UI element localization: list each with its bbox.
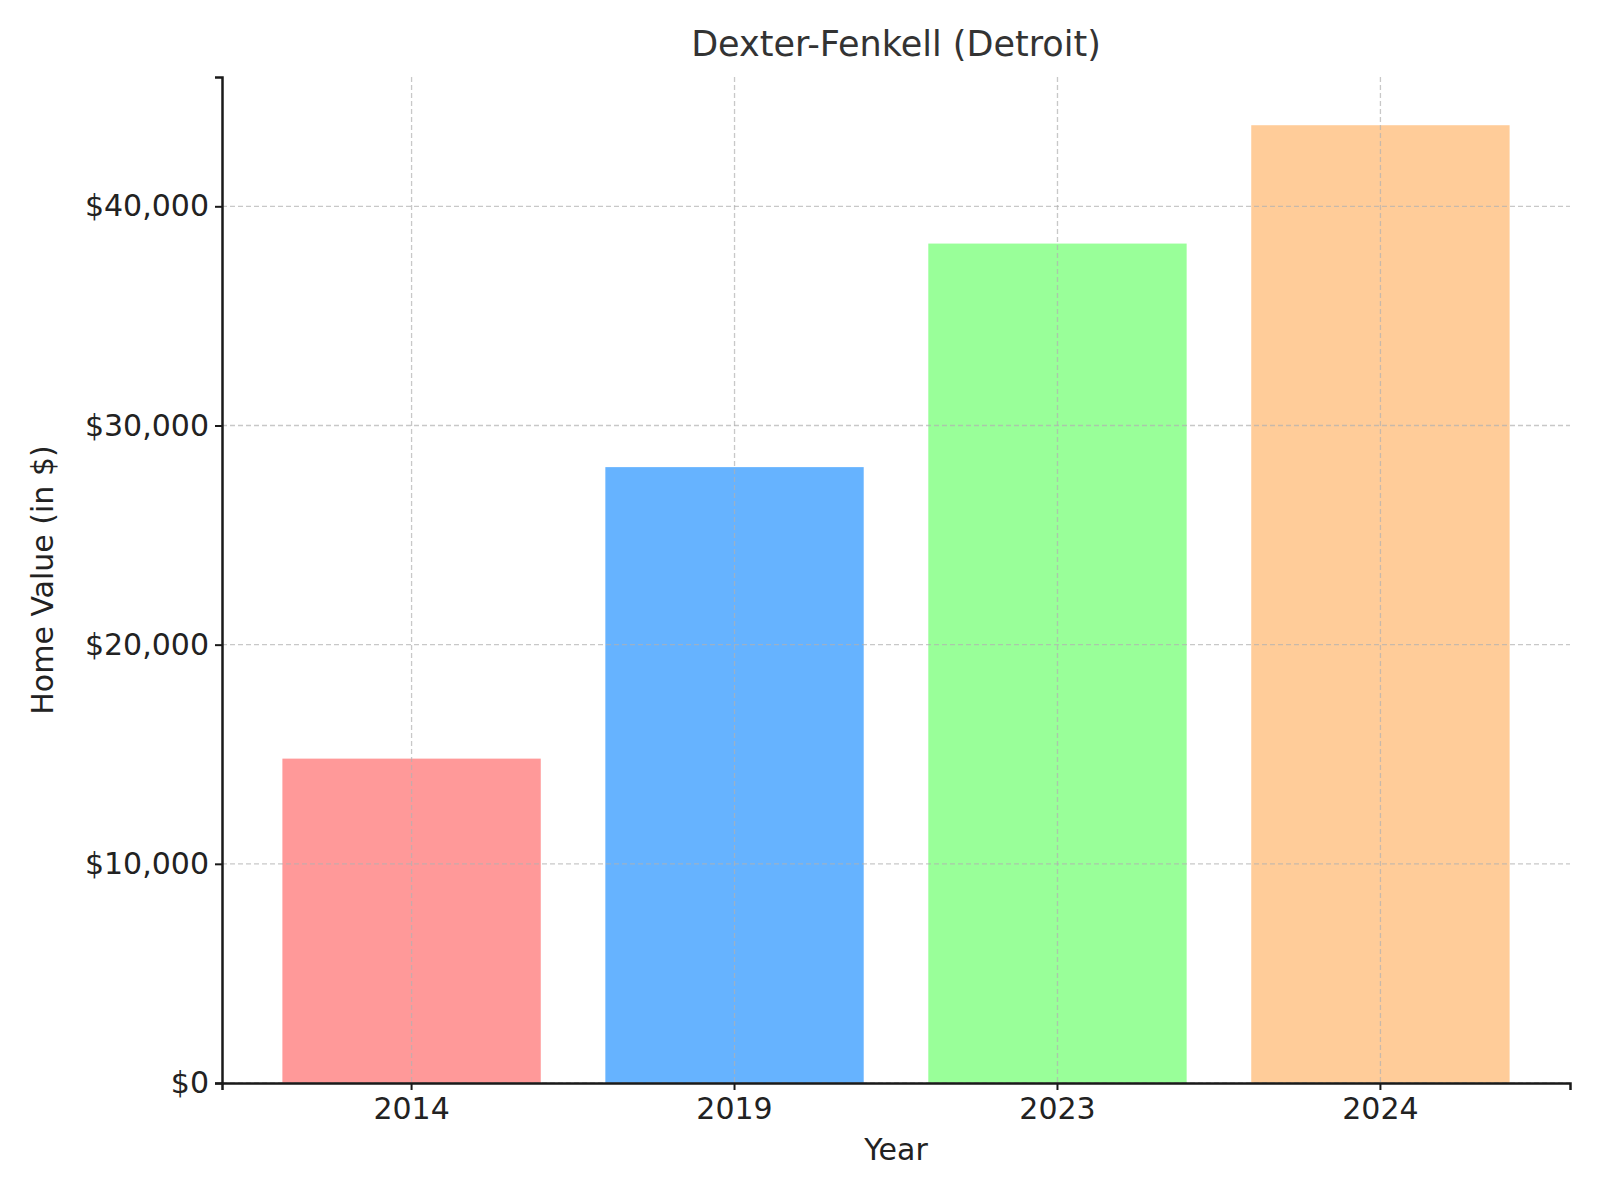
grid: [222, 77, 1570, 1083]
tick: 2024: [1342, 1083, 1418, 1126]
grid-line: [222, 206, 1570, 207]
tick-label: $10,000: [85, 846, 209, 881]
tick-label: $30,000: [85, 408, 209, 443]
tick-label: $0: [171, 1065, 209, 1100]
y-axis-title: Home Value (in $): [25, 445, 60, 714]
tick-mark: [1379, 1083, 1381, 1090]
grid-line: [734, 77, 735, 1083]
tick: $40,000: [85, 188, 222, 223]
grid-line: [1380, 77, 1381, 1083]
tick-mark: [215, 425, 222, 427]
tick-label: 2023: [1019, 1091, 1095, 1126]
grid-line: [411, 77, 412, 1083]
tick-label: $20,000: [85, 627, 209, 662]
title: Dexter-Fenkell (Detroit): [691, 24, 1101, 64]
x-axis-title: Year: [863, 1132, 928, 1167]
tick: 2014: [373, 1083, 449, 1126]
plot: $0$10,000$20,000$30,000$40,0002014201920…: [85, 77, 1571, 1126]
grid-line: [222, 644, 1570, 645]
tick-mark: [411, 1083, 413, 1090]
tick: $30,000: [85, 408, 222, 443]
tick-label: 2014: [373, 1091, 449, 1126]
tick-mark: [215, 206, 222, 208]
bars: [282, 125, 1509, 1083]
grid-line: [222, 425, 1570, 426]
grid-line: [1057, 77, 1058, 1083]
y-axis: $0 $10,000 $20,000 $30,000 $40,000: [85, 78, 223, 1101]
bar: [1251, 125, 1509, 1083]
grid-line: [222, 863, 1570, 864]
axis-line: [215, 78, 223, 1084]
chart: $0$10,000$20,000$30,000$40,0002014201920…: [0, 0, 1600, 1200]
tick: 2023: [1019, 1083, 1095, 1126]
tick: $10,000: [85, 846, 222, 881]
tick-mark: [215, 644, 222, 646]
tick-label: 2024: [1342, 1091, 1418, 1126]
tick: $0: [171, 1065, 222, 1100]
tick-mark: [734, 1083, 736, 1090]
tick-label: $40,000: [85, 188, 209, 223]
x-axis: 2014 2019 2023 2024: [223, 1083, 1571, 1126]
tick-mark: [215, 1083, 222, 1085]
tick-label: 2019: [696, 1091, 772, 1126]
tick-mark: [1056, 1083, 1058, 1090]
tick: $20,000: [85, 627, 222, 662]
tick-mark: [215, 863, 222, 865]
tick: 2019: [696, 1083, 772, 1126]
axis-line: [223, 1084, 1571, 1091]
